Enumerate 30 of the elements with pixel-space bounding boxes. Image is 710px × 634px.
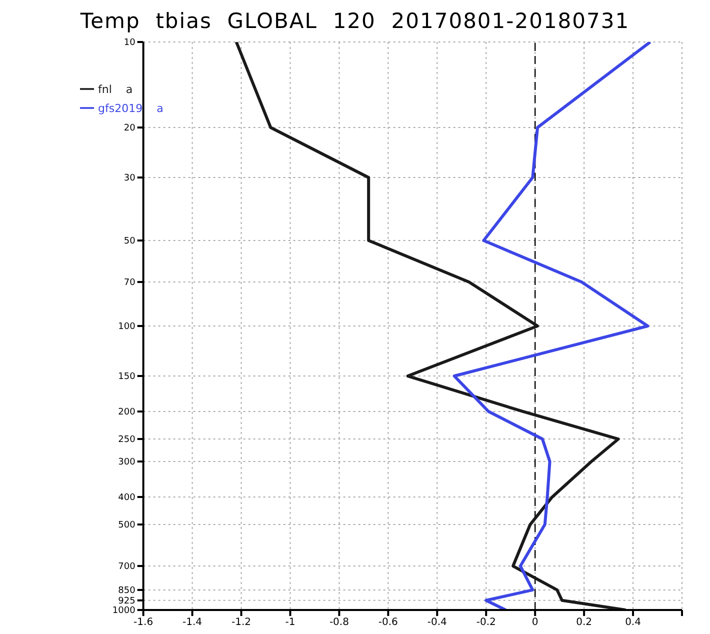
- x-tick-label: -1.6: [134, 617, 154, 628]
- x-tick-label: 0.2: [576, 617, 592, 628]
- y-tick-label: 30: [124, 174, 136, 184]
- chart-title: Temp tbias GLOBAL 120 20170801-20180731: [79, 8, 631, 34]
- y-tick-label: 925: [118, 596, 136, 607]
- y-tick-label: 700: [118, 562, 136, 572]
- y-tick-label: 50: [124, 236, 136, 247]
- y-tick-label: 500: [118, 520, 136, 531]
- y-tick-label: 200: [118, 408, 136, 418]
- y-tick-label: 20: [124, 124, 136, 134]
- x-tick-label: -1.4: [182, 617, 202, 628]
- y-tick-label: 100: [118, 322, 136, 332]
- legend-label: fnl a: [98, 83, 133, 96]
- y-tick-label: 250: [118, 435, 136, 446]
- x-tick-label: -0.4: [427, 617, 447, 628]
- x-tick-label: 0: [532, 617, 538, 628]
- y-tick-label: 300: [118, 458, 136, 468]
- x-tick-label: -1.2: [232, 617, 252, 628]
- y-tick-label: 70: [124, 278, 136, 288]
- x-tick-label: -0.2: [476, 617, 496, 628]
- x-tick-label: -0.8: [329, 617, 349, 628]
- y-tick-label: 850: [118, 586, 136, 596]
- x-tick-label: -1: [285, 617, 296, 628]
- x-tick-label: 0.4: [625, 617, 641, 628]
- y-tick-label: 10: [124, 38, 136, 48]
- x-tick-label: -0.6: [378, 617, 398, 628]
- y-tick-label: 150: [118, 372, 136, 382]
- legend-label: gfs2019 a: [98, 102, 164, 115]
- y-tick-label: 1000: [112, 606, 136, 616]
- y-tick-label: 400: [118, 493, 136, 504]
